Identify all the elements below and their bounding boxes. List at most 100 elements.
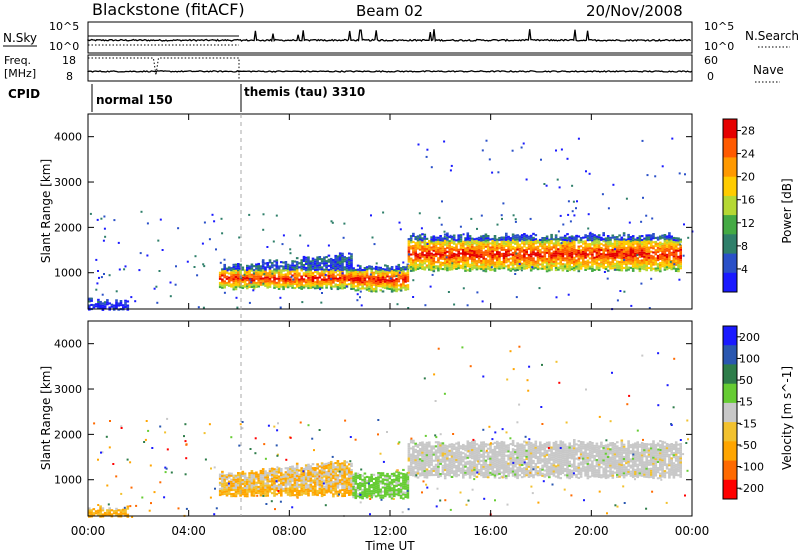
heatmap-cell [368, 279, 371, 282]
heatmap-cell [652, 233, 655, 236]
heatmap-cell [455, 471, 458, 474]
heatmap-cell [509, 461, 513, 464]
scatter-echo [555, 149, 557, 152]
scatter-echo [518, 263, 521, 265]
heatmap-cell [316, 272, 319, 275]
heatmap-cell [289, 466, 292, 469]
heatmap-cell [496, 447, 499, 450]
scatter-echo [226, 269, 229, 272]
heatmap-cell [670, 247, 673, 250]
heatmap-cell [395, 273, 398, 276]
heatmap-cell [656, 269, 660, 272]
heatmap-cell [250, 267, 254, 270]
heatmap-cell [613, 236, 617, 239]
heatmap-cell [289, 266, 292, 269]
heatmap-cell [654, 245, 658, 248]
heatmap-cell [432, 241, 436, 244]
scatter-echo [146, 254, 149, 257]
heatmap-cell [579, 261, 583, 264]
heatmap-cell [359, 488, 362, 491]
heatmap-cell [341, 283, 344, 286]
heatmap-cell [348, 489, 351, 492]
heatmap-cell [543, 237, 547, 240]
scatter-echo [603, 271, 606, 273]
heatmap-cell [252, 476, 256, 479]
heatmap-cell [573, 242, 576, 245]
heatmap-cell [566, 243, 569, 246]
heatmap-cell [455, 245, 458, 248]
heatmap-cell [482, 449, 485, 452]
heatmap-cell [539, 257, 542, 260]
heatmap-cell [327, 476, 331, 479]
heatmap-cell [523, 243, 526, 246]
heatmap-cell [480, 247, 483, 250]
heatmap-cell [404, 477, 407, 480]
heatmap-cell [307, 284, 310, 287]
heatmap-cell [561, 248, 565, 251]
heatmap-cell [323, 274, 326, 277]
heatmap-cell [295, 483, 299, 486]
heatmap-cell [275, 478, 279, 481]
colorbar-frame [722, 118, 738, 293]
heatmap-cell [384, 493, 387, 496]
heatmap-cell [629, 246, 633, 249]
heatmap-cell [665, 264, 669, 267]
heatmap-cell [386, 269, 389, 272]
heatmap-cell [390, 268, 394, 271]
heatmap-cell [282, 273, 285, 276]
heatmap-cell [352, 496, 355, 499]
heatmap-cell [591, 259, 594, 262]
heatmap-cell [237, 281, 240, 284]
heatmap-cell [496, 461, 499, 464]
heatmap-cell [307, 473, 310, 476]
heatmap-cell [643, 255, 646, 258]
heatmap-cell [377, 474, 380, 477]
heatmap-cell [645, 242, 648, 245]
heatmap-cell [323, 489, 326, 492]
heatmap-cell [636, 251, 639, 254]
heatmap-cell [636, 259, 639, 262]
heatmap-cell [264, 488, 267, 491]
heatmap-cell [293, 486, 297, 489]
heatmap-cell [516, 442, 519, 445]
heatmap-cell [343, 268, 346, 271]
heatmap-cell [509, 471, 513, 474]
scatter-echo [447, 291, 450, 293]
heatmap-cell [625, 259, 628, 262]
heatmap-cell [332, 269, 335, 272]
heatmap-cell [250, 482, 254, 485]
heatmap-cell [350, 283, 353, 286]
heatmap-cell [293, 274, 297, 277]
heatmap-cell [448, 250, 451, 253]
heatmap-cell [329, 268, 333, 271]
heatmap-cell [529, 253, 533, 256]
heatmap-cell [448, 256, 451, 259]
heatmap-cell [352, 275, 355, 278]
heatmap-cell [511, 235, 515, 238]
scatter-echo [118, 268, 121, 271]
heatmap-cell [259, 472, 263, 475]
heatmap-cell [286, 286, 290, 289]
heatmap-cell [602, 244, 605, 247]
heatmap-cell [379, 480, 382, 483]
heatmap-cell [500, 254, 504, 257]
heatmap-cell [350, 257, 353, 260]
heatmap-cell [329, 266, 333, 269]
heatmap-cell [412, 261, 415, 264]
heatmap-cell [416, 476, 420, 479]
heatmap-cell [277, 469, 281, 472]
heatmap-cell [418, 464, 422, 467]
heatmap-cell [284, 273, 288, 276]
heatmap-cell [370, 269, 373, 272]
heatmap-cell [341, 281, 344, 284]
heatmap-cell [464, 455, 467, 458]
heatmap-cell [545, 268, 549, 271]
heatmap-cell [361, 478, 364, 481]
heatmap-cell [464, 473, 467, 476]
heatmap-cell [511, 247, 515, 250]
scatter-echo [359, 296, 361, 299]
heatmap-cell [491, 254, 494, 257]
heatmap-cell [241, 280, 245, 283]
heatmap-cell [604, 255, 608, 258]
heatmap-cell [368, 275, 371, 278]
